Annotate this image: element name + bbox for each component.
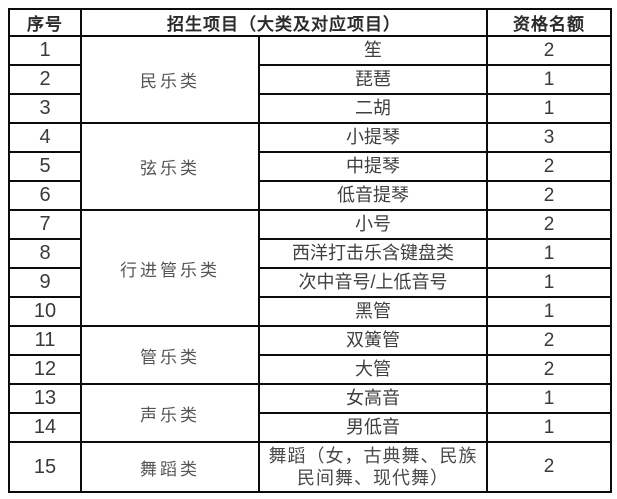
cell-project: 小号 xyxy=(258,209,488,240)
cell-quota: 1 xyxy=(486,383,612,414)
cell-project: 次中音号/上低音号 xyxy=(258,267,488,298)
cell-serial-number: 5 xyxy=(8,151,82,182)
table-row: 4 弦乐类 小提琴 3 xyxy=(8,122,612,211)
table-row: 12 大管 2 xyxy=(8,354,612,385)
table-row: 11 管乐类 双簧管 2 xyxy=(8,325,612,385)
cell-project: 大管 xyxy=(258,354,488,385)
cell-quota: 1 xyxy=(486,64,612,95)
header-row: 序号 招生项目（大类及对应项目） 资格名额 xyxy=(8,8,612,37)
cell-serial-number: 3 xyxy=(8,93,82,124)
cell-quota: 1 xyxy=(486,412,612,443)
cell-project: 双簧管 xyxy=(258,325,488,356)
cell-quota: 1 xyxy=(486,267,612,298)
cell-serial-number: 13 xyxy=(8,383,82,414)
cell-quota: 2 xyxy=(486,325,612,356)
cell-quota: 2 xyxy=(486,354,612,385)
cell-project: 低音提琴 xyxy=(258,180,488,211)
table-row: 2 琵琶 1 xyxy=(8,64,612,95)
table-row: 10 黑管 1 xyxy=(8,296,612,327)
table-row: 7 行进管乐类 小号 2 xyxy=(8,209,612,327)
cell-quota: 2 xyxy=(486,441,612,493)
cell-quota: 2 xyxy=(486,35,612,66)
table-row: 9 次中音号/上低音号 1 xyxy=(8,267,612,298)
cell-quota: 1 xyxy=(486,296,612,327)
table-row: 6 低音提琴 2 xyxy=(8,180,612,211)
cell-serial-number: 6 xyxy=(8,180,82,211)
cell-serial-number: 2 xyxy=(8,64,82,95)
cell-category: 弦乐类 xyxy=(80,122,260,211)
cell-project: 琵琶 xyxy=(258,64,488,95)
cell-serial-number: 12 xyxy=(8,354,82,385)
cell-serial-number: 14 xyxy=(8,412,82,443)
header-serial-number: 序号 xyxy=(8,8,82,37)
cell-project: 舞蹈（女，古典舞、民族民间舞、现代舞） xyxy=(258,441,488,493)
cell-project: 笙 xyxy=(258,35,488,66)
cell-quota: 1 xyxy=(486,238,612,269)
cell-project: 中提琴 xyxy=(258,151,488,182)
cell-quota: 1 xyxy=(486,93,612,124)
cell-serial-number: 9 xyxy=(8,267,82,298)
header-enrollment-project: 招生项目（大类及对应项目） xyxy=(80,8,488,37)
cell-quota: 2 xyxy=(486,151,612,182)
table-row: 14 男低音 1 xyxy=(8,412,612,443)
cell-project: 黑管 xyxy=(258,296,488,327)
cell-category: 管乐类 xyxy=(80,325,260,385)
cell-serial-number: 1 xyxy=(8,35,82,66)
table-row: 15 舞蹈类 舞蹈（女，古典舞、民族民间舞、现代舞） 2 xyxy=(8,441,612,493)
cell-quota: 3 xyxy=(486,122,612,153)
header-qualification-quota: 资格名额 xyxy=(486,8,612,37)
table-row: 8 西洋打击乐含键盘类 1 xyxy=(8,238,612,269)
cell-serial-number: 15 xyxy=(8,441,82,493)
table-row: 3 二胡 1 xyxy=(8,93,612,124)
cell-quota: 2 xyxy=(486,180,612,211)
cell-serial-number: 10 xyxy=(8,296,82,327)
cell-category: 行进管乐类 xyxy=(80,209,260,327)
cell-quota: 2 xyxy=(486,209,612,240)
cell-project: 女高音 xyxy=(258,383,488,414)
cell-project: 男低音 xyxy=(258,412,488,443)
cell-category: 声乐类 xyxy=(80,383,260,443)
cell-serial-number: 11 xyxy=(8,325,82,356)
table-row: 13 声乐类 女高音 1 xyxy=(8,383,612,443)
cell-project: 西洋打击乐含键盘类 xyxy=(258,238,488,269)
cell-serial-number: 8 xyxy=(8,238,82,269)
cell-category: 民乐类 xyxy=(80,35,260,124)
cell-project: 小提琴 xyxy=(258,122,488,153)
enrollment-quota-table: 序号 招生项目（大类及对应项目） 资格名额 1 民乐类 笙 2 2 琵琶 1 3… xyxy=(8,8,612,493)
cell-category: 舞蹈类 xyxy=(80,441,260,493)
cell-project: 二胡 xyxy=(258,93,488,124)
cell-serial-number: 4 xyxy=(8,122,82,153)
table-row: 5 中提琴 2 xyxy=(8,151,612,182)
cell-serial-number: 7 xyxy=(8,209,82,240)
table-row: 1 民乐类 笙 2 xyxy=(8,35,612,124)
